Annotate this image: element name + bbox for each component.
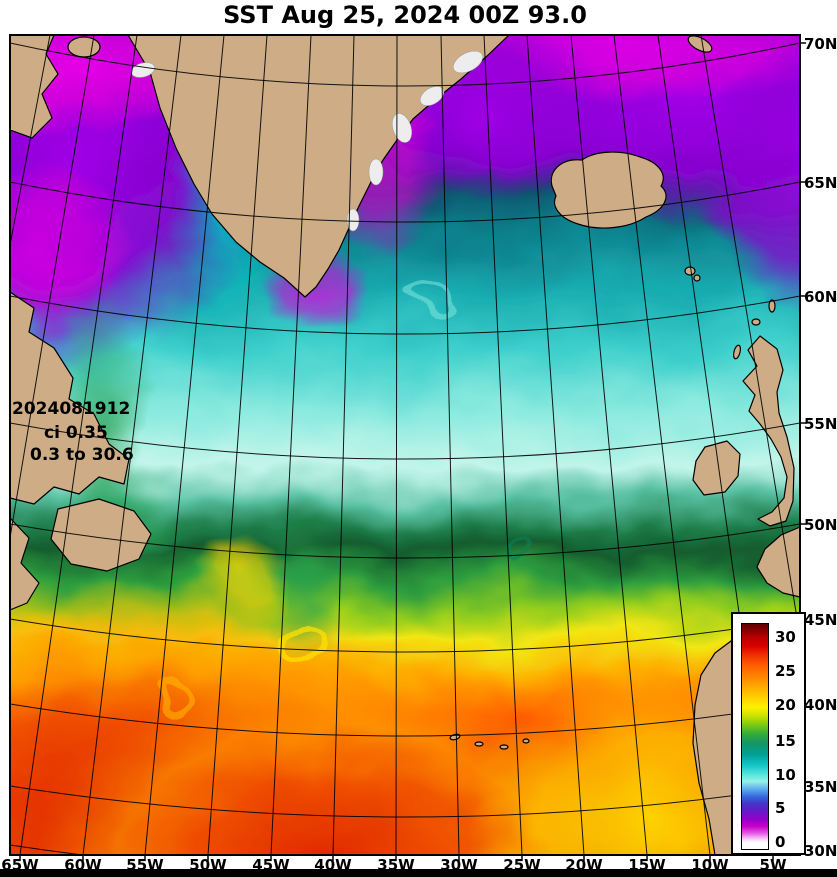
landmass-ireland bbox=[692, 440, 741, 496]
landmass-azores bbox=[522, 738, 530, 744]
lat-tick-label: 60N bbox=[804, 288, 837, 306]
meridian-line bbox=[207, 35, 268, 855]
parallel-line-55n bbox=[10, 422, 800, 460]
ice-patch bbox=[419, 86, 445, 106]
colorbar-tick-label: 15 bbox=[775, 732, 796, 750]
landmass-baffin bbox=[10, 35, 59, 139]
landmass-faroe bbox=[693, 274, 701, 282]
lat-tick-label: 70N bbox=[804, 35, 837, 53]
lat-tick-label: 30N bbox=[804, 842, 837, 860]
landmass-labrador bbox=[10, 291, 130, 505]
lat-tick-label: 45N bbox=[804, 611, 837, 629]
bottom-bar bbox=[0, 869, 837, 877]
ice-patch bbox=[368, 158, 384, 186]
parallel-line-40n bbox=[10, 703, 800, 737]
lat-tick-label: 35N bbox=[804, 778, 837, 796]
landmass-france bbox=[756, 526, 800, 598]
lat-tick-label: 55N bbox=[804, 415, 837, 433]
meridian-line bbox=[395, 35, 398, 855]
meridian-line bbox=[700, 35, 800, 640]
meridian-line bbox=[526, 35, 585, 855]
map-frame bbox=[9, 34, 801, 856]
landmass-azores bbox=[474, 741, 484, 747]
landmass-hebrides bbox=[732, 344, 742, 360]
landmass-jan-mayen bbox=[687, 35, 713, 53]
cold-eddy bbox=[503, 543, 537, 577]
warm-eddy bbox=[160, 680, 200, 720]
meridian-line bbox=[613, 35, 711, 855]
lat-tick-label: 40N bbox=[804, 696, 837, 714]
lat-tick-label: 50N bbox=[804, 516, 837, 534]
colorbar-tick-label: 5 bbox=[775, 799, 786, 817]
colorbar-tick-label: 25 bbox=[775, 662, 796, 680]
colorbar-tick-label: 30 bbox=[775, 628, 796, 646]
axis-ticks bbox=[19, 42, 806, 861]
meridian-line bbox=[10, 35, 51, 248]
landmass-great-britain bbox=[742, 335, 795, 527]
ice-patch bbox=[346, 208, 360, 232]
meridian-line bbox=[570, 35, 648, 855]
meridian-line bbox=[332, 35, 355, 855]
landmass-azores bbox=[499, 744, 509, 750]
lat-tick-label: 65N bbox=[804, 174, 837, 192]
meridian-line bbox=[19, 35, 138, 855]
parallel-line-70n bbox=[10, 42, 800, 87]
value-range-label: 0.3 to 30.6 bbox=[30, 445, 134, 465]
meridian-line bbox=[270, 35, 312, 855]
landmass-faroe bbox=[684, 266, 696, 276]
parallel-line-60n bbox=[10, 295, 800, 335]
run-timestamp-label: 2024081912 bbox=[12, 399, 131, 419]
map-title: SST Aug 25, 2024 00Z 93.0 bbox=[223, 1, 587, 29]
landmass-orkney bbox=[751, 318, 761, 326]
colorbar-tick-label: 20 bbox=[775, 696, 796, 714]
meridian-line bbox=[10, 35, 95, 541]
ice-patch bbox=[453, 50, 483, 74]
meridian-line bbox=[82, 35, 182, 855]
parallel-line-65n bbox=[10, 181, 800, 223]
meridian-line bbox=[483, 35, 523, 855]
meridian-line bbox=[440, 35, 460, 855]
warm-eddy bbox=[276, 616, 324, 664]
landmass-arctic-island bbox=[67, 36, 101, 58]
cold-tongue-norwegian bbox=[705, 40, 800, 320]
colorbar-tick-label: 0 bbox=[775, 833, 786, 851]
parallel-line-50n bbox=[10, 523, 800, 559]
meridian-line bbox=[144, 35, 225, 855]
parallel-line-35n bbox=[10, 785, 800, 818]
contour-interval-label: ci 0.35 bbox=[44, 423, 108, 443]
landmass-iceland bbox=[550, 151, 667, 229]
landmass-nova-scotia bbox=[10, 517, 40, 611]
cold-eddy bbox=[411, 281, 449, 319]
colorbar-tick-label: 10 bbox=[775, 766, 796, 784]
landmass-newfoundland bbox=[50, 498, 152, 572]
colorbar-gradient bbox=[741, 623, 769, 850]
graticule bbox=[10, 35, 800, 855]
parallel-line-45n bbox=[10, 618, 800, 653]
colorbar-legend: 30 25 20 15 10 5 0 bbox=[731, 612, 806, 855]
landmass-shetland bbox=[768, 299, 776, 313]
